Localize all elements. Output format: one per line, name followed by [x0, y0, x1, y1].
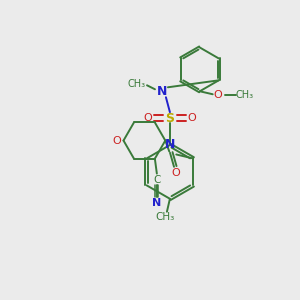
Text: O: O — [112, 136, 121, 146]
Text: O: O — [213, 90, 222, 100]
Text: CH₃: CH₃ — [155, 212, 175, 222]
Text: C: C — [153, 175, 161, 184]
Text: CH₃: CH₃ — [236, 90, 253, 100]
Text: N: N — [152, 198, 161, 208]
Text: N: N — [157, 85, 167, 98]
Text: O: O — [188, 113, 196, 123]
Text: CH₃: CH₃ — [128, 79, 146, 89]
Text: O: O — [144, 113, 152, 123]
Text: N: N — [165, 138, 175, 151]
Text: O: O — [171, 168, 180, 178]
Text: S: S — [165, 112, 174, 124]
